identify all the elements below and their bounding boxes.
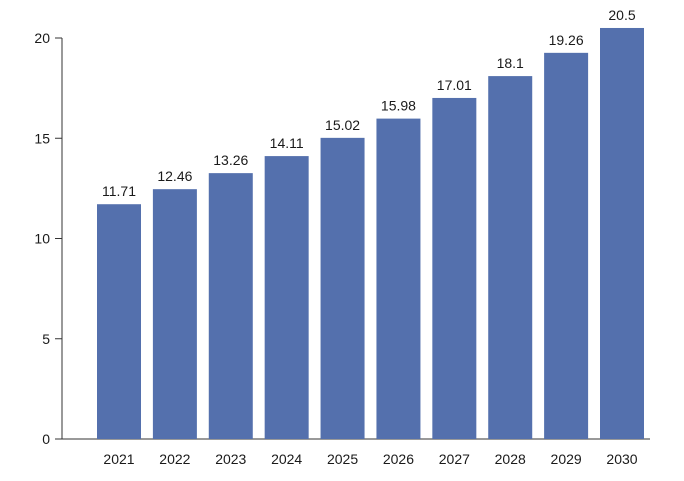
bar-2029 bbox=[544, 52, 589, 439]
x-tick-label-2028: 2028 bbox=[495, 451, 526, 467]
data-label-2026: 15.98 bbox=[381, 98, 416, 114]
y-tick-label: 5 bbox=[42, 331, 50, 347]
x-tick-label-2024: 2024 bbox=[271, 451, 302, 467]
y-axis: 0 5 10 15 20 bbox=[34, 30, 63, 447]
bar-2026 bbox=[376, 118, 421, 439]
x-tick-label-2030: 2030 bbox=[606, 451, 637, 467]
bar-series bbox=[97, 27, 644, 440]
x-tick-label-2021: 2021 bbox=[103, 451, 134, 467]
data-label-2029: 19.26 bbox=[549, 32, 584, 48]
bar-2027 bbox=[432, 97, 477, 440]
bar-2024 bbox=[264, 156, 309, 440]
bar-2028 bbox=[488, 76, 533, 439]
bar-2022 bbox=[152, 189, 197, 439]
x-tick-label-2027: 2027 bbox=[439, 451, 470, 467]
x-tick-label-2026: 2026 bbox=[383, 451, 414, 467]
data-label-2028: 18.1 bbox=[497, 55, 524, 71]
x-axis: 2021 2022 2023 2024 2025 2026 2027 2028 2029 2030 bbox=[62, 438, 650, 467]
data-label-2022: 12.46 bbox=[157, 168, 192, 184]
data-label-2023: 13.26 bbox=[213, 152, 248, 168]
y-tick-label: 15 bbox=[34, 130, 50, 146]
y-tick-label: 20 bbox=[34, 30, 50, 46]
data-label-2024: 14.11 bbox=[270, 135, 304, 151]
x-tick-label-2022: 2022 bbox=[159, 451, 190, 467]
x-tick-label-2025: 2025 bbox=[327, 451, 358, 467]
data-label-2027: 17.01 bbox=[437, 77, 472, 93]
data-label-2030: 20.5 bbox=[608, 7, 635, 23]
data-label-2025: 15.02 bbox=[325, 117, 360, 133]
x-tick-label-2029: 2029 bbox=[551, 451, 582, 467]
bar-2021 bbox=[97, 204, 141, 439]
bar-2023 bbox=[208, 173, 253, 439]
bar-2030 bbox=[600, 27, 644, 439]
x-tick-label-2023: 2023 bbox=[215, 451, 246, 467]
data-label-2021: 11.71 bbox=[102, 183, 136, 199]
bar-2025 bbox=[320, 137, 365, 439]
y-tick-label: 0 bbox=[42, 431, 50, 447]
data-labels: 11.71 12.46 13.26 14.11 15.02 15.98 17.01 18.1 1… bbox=[102, 7, 636, 199]
y-tick-label: 10 bbox=[34, 231, 50, 247]
